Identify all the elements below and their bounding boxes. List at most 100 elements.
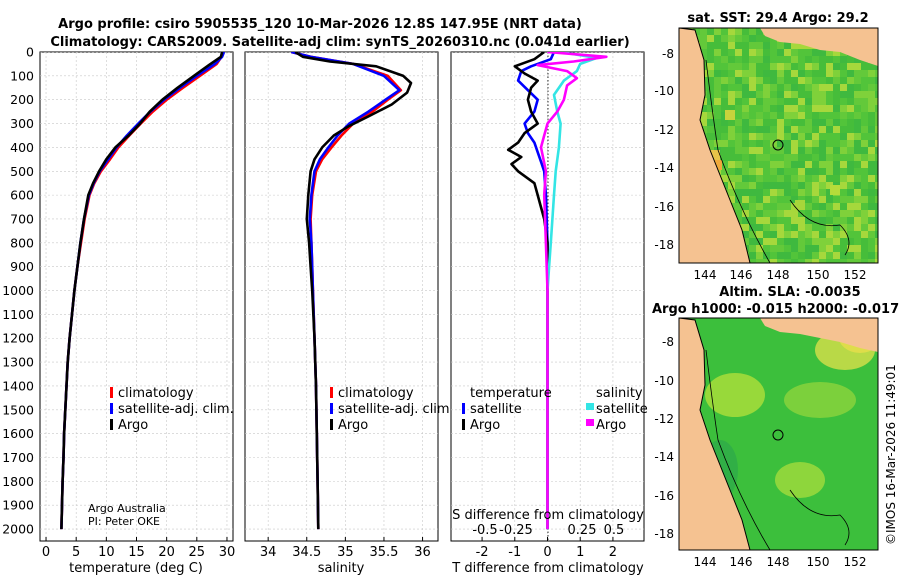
salinity-xlabel: salinity [318,561,365,576]
sst-cell [854,63,861,70]
credit-line2: PI: Peter OKE [88,515,160,528]
sst-cell [749,238,756,245]
sst-cell [812,196,819,203]
sst-cell [798,91,805,98]
sst-cell [784,182,791,189]
sst-cell [763,147,770,154]
sst-cell [756,49,763,56]
sst-cell [728,28,735,35]
sst-cell [826,70,833,77]
sst-cell [777,119,784,126]
x-tick-label: 34 [260,545,277,560]
sst-cell [742,133,749,140]
sst-cell [875,168,878,175]
sst-land-png [679,28,878,66]
sst-cell [826,217,833,224]
sst-cell [756,168,763,175]
sst-cell [868,91,875,98]
sst-cell [875,98,878,105]
sst-cell [854,84,861,91]
sst-cell [735,196,742,203]
sst-cell [784,210,791,217]
sst-cell [875,140,878,147]
sst-cell [714,56,721,63]
sst-cell [777,49,784,56]
legend-swatch-t-sat [462,403,465,414]
sst-cell [854,126,861,133]
sst-cell [700,112,707,119]
sst-cell [777,77,784,84]
sst-cell [833,56,840,63]
sst-cell [861,245,868,252]
sst-cell [777,252,784,259]
sst-cell [791,49,798,56]
sst-cell [791,77,798,84]
sst-cell [791,42,798,49]
sst-cell [805,189,812,196]
sst-cell [805,133,812,140]
sst-cell [791,238,798,245]
sst-cell [805,168,812,175]
sst-cell [700,28,707,35]
sst-cell [840,231,847,238]
sst-cell [812,126,819,133]
sla-map-frame [678,317,879,551]
sst-cell [840,147,847,154]
sla-xtick: 144 [694,555,717,569]
sst-cell [833,77,840,84]
sst-cell [826,147,833,154]
sst-cell [742,154,749,161]
sst-cell [833,112,840,119]
sst-cell [721,91,728,98]
sst-cell [721,175,728,182]
sst-cell [728,77,735,84]
sst-warm-cell [712,160,722,170]
sst-cell [763,252,770,259]
sst-cell [728,133,735,140]
sst-cell [763,140,770,147]
sst-cell [735,35,742,42]
x-tick-label: -2 [476,545,489,560]
sst-cell [826,119,833,126]
sst-cell [833,119,840,126]
sst-cell [784,49,791,56]
sst-cell [826,182,833,189]
sst-cell [763,70,770,77]
watermark: ©IMOS 16-Mar-2026 11:49:01 [884,364,898,545]
sst-cell [756,35,763,42]
sst-cell [735,112,742,119]
sst-cell [840,168,847,175]
sst-cell [833,84,840,91]
sst-cell [819,133,826,140]
sst-cell [812,203,819,210]
sst-cell [819,70,826,77]
sst-cell [868,231,875,238]
sst-cell [763,42,770,49]
sst-cell [826,252,833,259]
sla-map: Altim. SLA: -0.0035 Argo h1000: -0.015 h… [652,285,899,569]
y-tick-label: 1900 [2,498,34,513]
sst-cell [770,168,777,175]
sst-cell [749,63,756,70]
sst-cell [777,91,784,98]
sla-high-1 [705,373,765,417]
sst-cell [854,203,861,210]
sst-cell [707,35,714,42]
sst-cell [777,259,784,263]
sst-cell [840,259,847,263]
sst-cell [791,210,798,217]
sst-cell [742,182,749,189]
sst-cell [742,147,749,154]
sst-cell [840,133,847,140]
sst-cell [763,119,770,126]
sst-cell [847,56,854,63]
sst-cell [756,56,763,63]
sst-cell [735,133,742,140]
sst-cell [707,56,714,63]
sst-cell [784,63,791,70]
sst-cell [805,91,812,98]
sst-cell [784,238,791,245]
sst-cell [833,238,840,245]
sst-cell [777,98,784,105]
x-tick-label: 34.5 [292,545,321,560]
